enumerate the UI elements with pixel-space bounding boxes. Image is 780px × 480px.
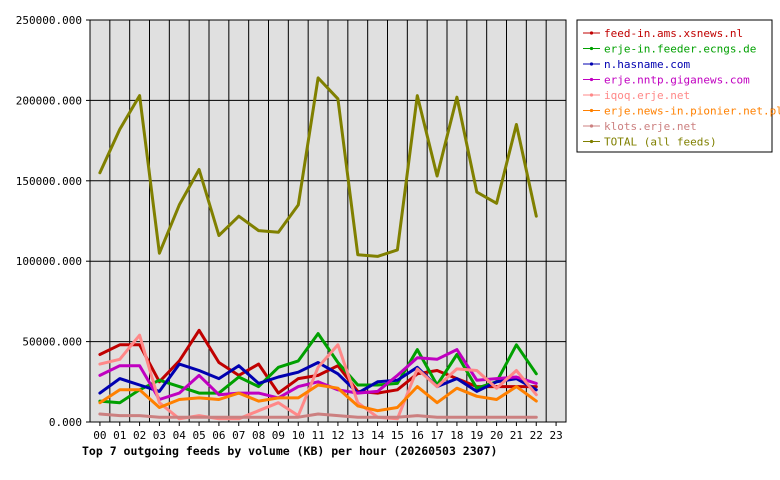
series-line-4 (98, 333, 538, 421)
y-tick-label: 50000.000 (22, 336, 82, 349)
y-tick-label: 0.000 (49, 416, 82, 429)
x-tick-label: 23 (549, 429, 562, 442)
legend-marker (589, 62, 594, 66)
x-tick-label: 10 (292, 429, 305, 442)
series-line-1 (98, 332, 538, 405)
x-tick-label: 07 (232, 429, 245, 442)
series-lines (98, 76, 538, 421)
x-tick-label: 17 (430, 429, 443, 442)
series-line-7 (98, 76, 538, 258)
x-tick-label: 19 (470, 429, 483, 442)
legend-label: feed-in.ams.xsnews.nl (604, 27, 743, 40)
x-axis: 00 01 02 03 04 05 06 07 08 09 10 11 12 13 14 15 16 17 18 19… (93, 422, 563, 442)
chart-title: Top 7 outgoing feeds by volume (KB) per … (82, 444, 497, 458)
x-tick-label: 20 (490, 429, 503, 442)
x-tick-label: 22 (530, 429, 543, 442)
x-tick-label: 13 (351, 429, 364, 442)
legend-marker (589, 31, 594, 35)
legend: feed-in.ams.xsnews.nl erje-in.feeder.ecng… (576, 19, 780, 153)
x-tick-label: 18 (450, 429, 463, 442)
x-tick-label: 09 (272, 429, 285, 442)
legend-marker (589, 77, 594, 82)
legend-label: n.hasname.com (604, 58, 690, 71)
x-tick-label: 08 (252, 429, 265, 442)
x-tick-label: 14 (371, 429, 385, 442)
legend-label: TOTAL (all feeds) (604, 136, 717, 149)
legend-label: iqoq.erje.net (604, 89, 690, 102)
x-tick-label: 00 (93, 429, 106, 442)
legend-label: erje.news-in.pionier.net.pl (604, 105, 780, 118)
x-tick-label: 11 (311, 429, 324, 442)
y-tick-label: 250000.000 (16, 14, 82, 27)
x-tick-label: 16 (411, 429, 424, 442)
series-line-2 (98, 361, 538, 395)
series-line-6 (98, 412, 538, 419)
x-tick-label: 15 (391, 429, 404, 442)
y-axis: 0.000 50000.000 100000.000 150000.000 200000… (16, 14, 90, 429)
x-tick-label: 03 (153, 429, 166, 442)
series-line-5 (98, 383, 538, 413)
legend-label: erje.nntp.giganews.com (604, 74, 750, 87)
x-tick-label: 05 (192, 429, 205, 442)
x-tick-label: 21 (510, 429, 523, 442)
legend-marker (589, 93, 594, 97)
x-tick-label: 12 (331, 429, 344, 442)
legend-label: klots.erje.net (604, 120, 697, 133)
x-tick-label: 01 (113, 429, 126, 442)
y-tick-label: 150000.000 (16, 175, 82, 188)
legend-label: erje-in.feeder.ecngs.de (604, 43, 756, 56)
legend-marker (589, 139, 594, 144)
x-tick-label: 06 (212, 429, 225, 442)
legend-marker (589, 46, 594, 51)
y-tick-label: 100000.000 (16, 255, 82, 268)
x-tick-label: 02 (133, 429, 146, 442)
legend-box (576, 19, 773, 153)
legend-marker (589, 124, 594, 128)
legend-marker (589, 108, 594, 113)
x-tick-label: 04 (173, 429, 187, 442)
y-tick-label: 200000.000 (16, 94, 82, 107)
series-line-3 (98, 348, 538, 401)
